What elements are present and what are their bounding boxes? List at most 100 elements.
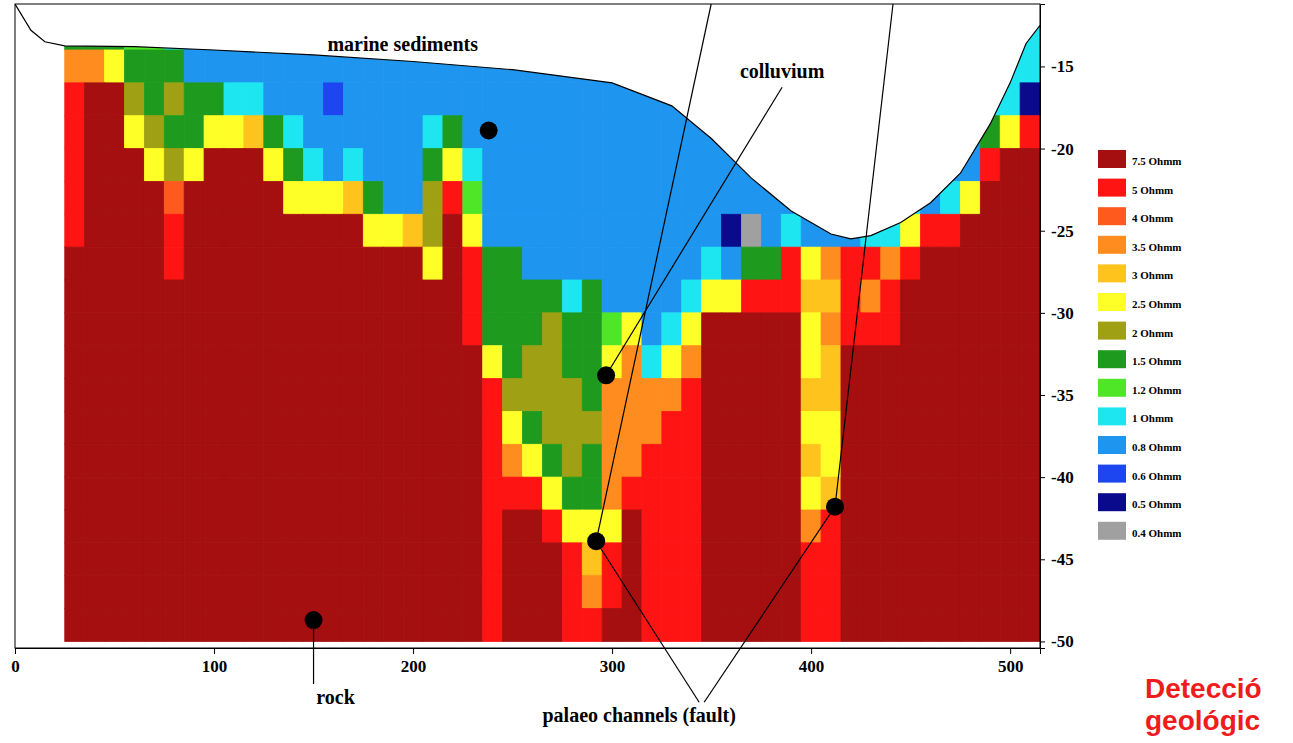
cell xyxy=(304,444,324,477)
cell xyxy=(1000,214,1020,247)
x-tick-label: 0 xyxy=(11,657,20,676)
cell xyxy=(741,576,761,609)
cell xyxy=(761,379,781,412)
cell xyxy=(921,411,941,444)
cell xyxy=(264,83,284,116)
cell xyxy=(184,247,204,280)
cell xyxy=(423,116,443,149)
cell xyxy=(662,280,682,313)
cell xyxy=(383,313,403,346)
legend-swatch xyxy=(1098,236,1126,254)
cell xyxy=(264,149,284,182)
cell xyxy=(244,411,264,444)
cell xyxy=(124,609,144,642)
legend-swatch xyxy=(1098,465,1126,483)
cell xyxy=(582,181,602,214)
cell xyxy=(244,149,264,182)
cell xyxy=(662,116,682,149)
cell xyxy=(85,576,105,609)
cell xyxy=(960,477,980,510)
cell xyxy=(463,510,483,543)
cell xyxy=(960,444,980,477)
cell xyxy=(642,379,662,412)
cell xyxy=(582,280,602,313)
cell xyxy=(940,247,960,280)
cell xyxy=(523,149,543,182)
cell xyxy=(244,181,264,214)
cell xyxy=(702,510,722,543)
cell xyxy=(980,280,1000,313)
cell xyxy=(85,247,105,280)
cell xyxy=(503,50,523,83)
cell xyxy=(861,379,881,412)
cell xyxy=(363,149,383,182)
cell xyxy=(523,83,543,116)
cell xyxy=(383,444,403,477)
cell xyxy=(443,313,463,346)
cell xyxy=(940,280,960,313)
cell xyxy=(304,510,324,543)
y-tick: -45 xyxy=(1040,550,1074,569)
cell xyxy=(144,444,164,477)
cell xyxy=(1020,411,1040,444)
cell xyxy=(184,280,204,313)
cell xyxy=(463,543,483,576)
cell xyxy=(403,116,423,149)
cell xyxy=(124,346,144,379)
cell xyxy=(861,543,881,576)
cell xyxy=(343,280,363,313)
cell xyxy=(940,444,960,477)
cell xyxy=(960,181,980,214)
cell xyxy=(1020,609,1040,642)
cell xyxy=(423,149,443,182)
legend-swatch xyxy=(1098,150,1126,168)
cell xyxy=(682,444,702,477)
cell xyxy=(85,510,105,543)
cell xyxy=(284,411,304,444)
cell xyxy=(423,280,443,313)
cell xyxy=(144,543,164,576)
cell xyxy=(801,379,821,412)
cell xyxy=(662,609,682,642)
cell xyxy=(542,609,562,642)
cell xyxy=(304,379,324,412)
cell xyxy=(980,576,1000,609)
cell xyxy=(204,181,224,214)
cell xyxy=(761,280,781,313)
cell xyxy=(423,247,443,280)
cell xyxy=(423,609,443,642)
legend-swatch xyxy=(1098,379,1126,397)
cell xyxy=(741,247,761,280)
cell xyxy=(1020,280,1040,313)
cell xyxy=(144,379,164,412)
cell xyxy=(284,247,304,280)
cell xyxy=(483,214,503,247)
cell xyxy=(821,247,841,280)
cell xyxy=(284,313,304,346)
cell xyxy=(881,444,901,477)
cell xyxy=(65,83,85,116)
cell xyxy=(284,609,304,642)
cell xyxy=(980,444,1000,477)
cell xyxy=(483,444,503,477)
cell xyxy=(741,444,761,477)
cell xyxy=(741,543,761,576)
x-tick-mark xyxy=(15,648,16,654)
cell xyxy=(722,477,742,510)
cell xyxy=(1020,379,1040,412)
cell xyxy=(304,576,324,609)
cell xyxy=(443,609,463,642)
cell xyxy=(503,247,523,280)
cell xyxy=(224,543,244,576)
legend-swatch xyxy=(1098,436,1126,454)
cell xyxy=(124,543,144,576)
cell xyxy=(682,116,702,149)
cell xyxy=(184,313,204,346)
cell xyxy=(105,510,125,543)
cell xyxy=(124,181,144,214)
cell xyxy=(960,411,980,444)
color-legend: 7.5 Ohmm5 Ohmm4 Ohmm3.5 Ohmm3 Ohmm2.5 Oh… xyxy=(1098,150,1182,540)
cell xyxy=(304,313,324,346)
cell xyxy=(861,411,881,444)
cell xyxy=(622,247,642,280)
